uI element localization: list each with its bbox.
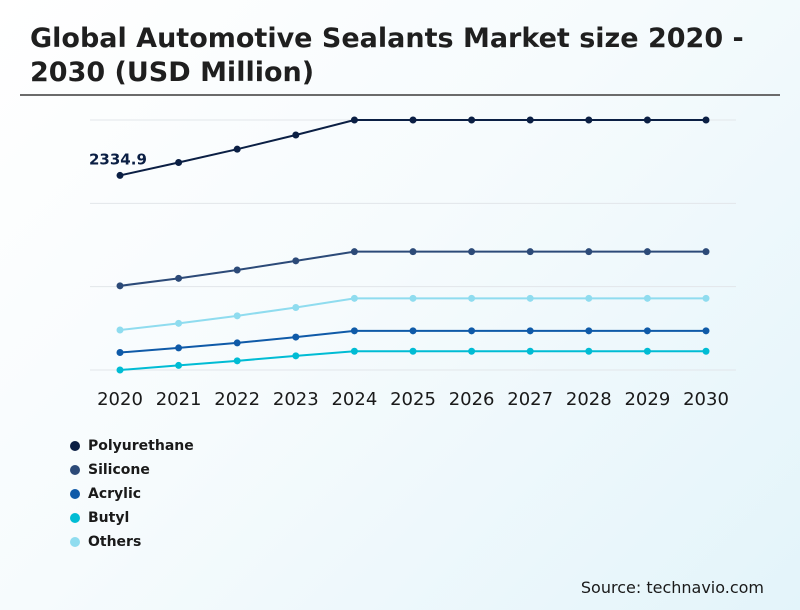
x-tick-label: 2027 <box>507 389 553 410</box>
legend-item-butyl: Butyl <box>70 506 194 530</box>
data-point-butyl-2029 <box>643 347 651 355</box>
legend: Polyurethane Silicone Acrylic Butyl Others <box>70 434 194 554</box>
source-credit: Source: technavio.com <box>580 578 764 597</box>
legend-label: Silicone <box>88 462 150 478</box>
legend-item-polyurethane: Polyurethane <box>70 434 194 458</box>
series-line-silicone <box>119 250 706 287</box>
x-tick-label: 2026 <box>449 389 495 410</box>
data-point-silicone-2030 <box>702 248 710 256</box>
data-point-silicone-2020 <box>116 282 124 290</box>
title-divider <box>20 94 780 96</box>
data-point-silicone-2029 <box>643 248 651 256</box>
data-point-acrylic-2024 <box>350 327 358 335</box>
data-point-acrylic-2020 <box>116 349 124 356</box>
legend-label: Butyl <box>88 510 130 526</box>
series-line-others <box>119 297 706 331</box>
data-point-silicone-2022 <box>233 266 241 274</box>
data-point-polyurethane-2022 <box>233 145 241 153</box>
data-point-others-2030 <box>702 294 710 302</box>
data-point-acrylic-2029 <box>643 327 651 335</box>
legend-item-acrylic: Acrylic <box>70 482 194 506</box>
data-point-butyl-2022 <box>233 357 241 365</box>
data-point-others-2028 <box>585 294 593 302</box>
data-point-silicone-2024 <box>350 248 358 256</box>
data-point-polyurethane-2027 <box>526 116 534 124</box>
data-point-butyl-2023 <box>292 352 300 360</box>
legend-marker-icon <box>70 489 80 499</box>
data-point-others-2026 <box>468 294 476 302</box>
data-point-others-2027 <box>526 294 534 302</box>
line-chart: 2020 2021 2022 2023 2024 2025 2026 2027 2028 2029… <box>89 116 736 410</box>
data-point-acrylic-2027 <box>526 327 534 335</box>
data-point-silicone-2023 <box>292 257 300 265</box>
data-point-acrylic-2025 <box>409 327 417 335</box>
data-point-butyl-2028 <box>585 347 593 355</box>
data-point-polyurethane-2021 <box>175 159 183 166</box>
data-point-acrylic-2023 <box>292 333 300 341</box>
data-point-polyurethane-2026 <box>468 116 476 124</box>
data-point-silicone-2025 <box>409 248 417 256</box>
x-axis-ticks: 2020 2021 2022 2023 2024 2025 2026 2027 2028 2029… <box>97 389 729 410</box>
data-label: 2334.9 <box>89 150 147 168</box>
data-point-others-2021 <box>175 319 183 327</box>
data-point-acrylic-2028 <box>585 327 593 335</box>
series-points <box>116 116 710 374</box>
legend-marker-icon <box>70 441 80 451</box>
data-point-acrylic-2021 <box>175 344 183 352</box>
data-point-polyurethane-2020 <box>116 171 124 179</box>
data-point-butyl-2025 <box>409 347 417 355</box>
data-point-butyl-2030 <box>702 347 710 355</box>
x-tick-label: 2025 <box>390 389 436 410</box>
legend-item-others: Others <box>70 530 194 554</box>
data-point-butyl-2020 <box>116 366 124 374</box>
legend-marker-icon <box>70 513 80 523</box>
data-point-others-2024 <box>350 294 358 302</box>
data-point-polyurethane-2023 <box>292 131 300 139</box>
x-tick-label: 2024 <box>331 389 377 410</box>
x-tick-label: 2030 <box>683 389 729 410</box>
data-point-butyl-2027 <box>526 347 534 355</box>
data-point-polyurethane-2029 <box>643 116 651 124</box>
data-point-butyl-2021 <box>175 361 183 369</box>
chart-title: Global Automotive Sealants Market size 2… <box>30 23 744 88</box>
x-tick-label: 2029 <box>624 389 670 410</box>
data-point-others-2022 <box>233 312 241 320</box>
legend-label: Polyurethane <box>88 438 194 454</box>
annotations: 2334.9 <box>89 150 147 168</box>
x-tick-label: 2022 <box>214 389 260 410</box>
x-tick-label: 2028 <box>566 389 612 410</box>
data-point-polyurethane-2030 <box>702 116 710 124</box>
legend-marker-icon <box>70 465 80 475</box>
data-point-acrylic-2030 <box>702 327 710 335</box>
x-tick-label: 2020 <box>97 389 143 410</box>
data-point-others-2025 <box>409 294 417 302</box>
x-tick-label: 2023 <box>273 389 319 410</box>
legend-label: Acrylic <box>88 486 142 502</box>
data-point-silicone-2021 <box>175 274 183 282</box>
data-point-silicone-2026 <box>468 248 476 256</box>
x-tick-label: 2021 <box>156 389 202 410</box>
legend-marker-icon <box>70 537 80 547</box>
data-point-acrylic-2022 <box>233 339 241 347</box>
data-point-silicone-2028 <box>585 248 593 256</box>
legend-label: Others <box>88 534 142 550</box>
legend-item-silicone: Silicone <box>70 458 194 482</box>
data-point-others-2029 <box>643 294 651 302</box>
data-point-silicone-2027 <box>526 248 534 256</box>
data-point-butyl-2024 <box>350 347 358 355</box>
data-point-polyurethane-2024 <box>350 116 358 124</box>
series-line-polyurethane <box>119 119 706 177</box>
data-point-polyurethane-2025 <box>409 116 417 124</box>
data-point-polyurethane-2028 <box>585 116 593 124</box>
data-point-acrylic-2026 <box>468 327 476 335</box>
data-point-others-2020 <box>116 326 124 334</box>
data-point-butyl-2026 <box>468 347 476 355</box>
data-point-others-2023 <box>292 304 300 311</box>
